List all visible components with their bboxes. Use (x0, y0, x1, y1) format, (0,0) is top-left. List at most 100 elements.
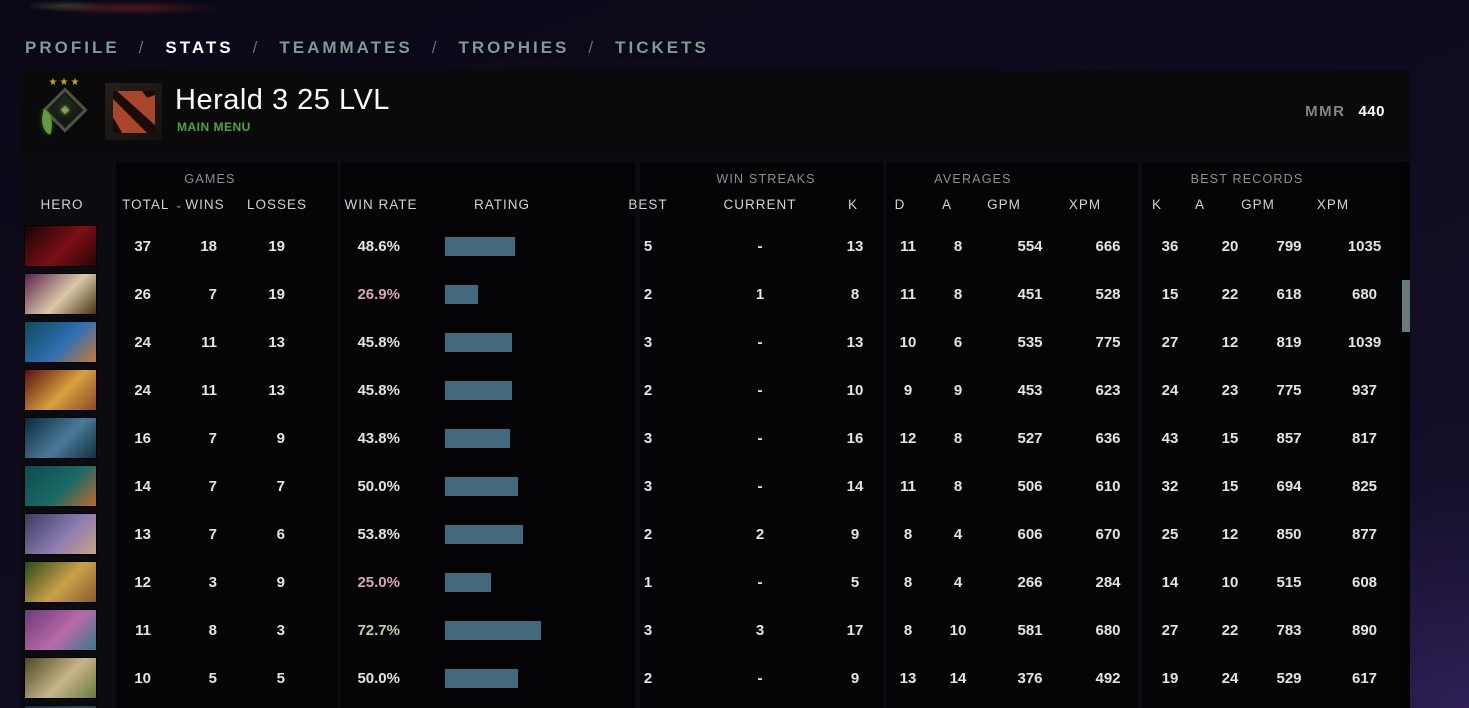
col-header-gpm[interactable]: GPM (987, 197, 1021, 212)
table-row[interactable]: 12 3 9 25.0% 1 - 5 8 4 266 284 14 10 515… (20, 558, 1410, 606)
cell-losses: 5 (276, 669, 285, 687)
col-header-record-xpm[interactable]: XPM (1316, 197, 1350, 212)
cell-avg-xpm: 636 (1095, 429, 1121, 447)
group-label-games: GAMES (184, 172, 236, 186)
col-header-losses[interactable]: LOSSES (246, 197, 308, 212)
cell-avg-gpm: 554 (1017, 237, 1043, 255)
cell-avg-deaths: 11 (900, 237, 916, 255)
col-header-record-assists[interactable]: A (1194, 197, 1206, 212)
cell-win-rate: 50.0% (357, 477, 400, 495)
cell-wins: 7 (208, 429, 217, 447)
cell-record-assists: 22 (1221, 285, 1239, 303)
cell-losses: 7 (276, 477, 285, 495)
table-row[interactable]: 26 7 19 26.9% 2 1 8 11 8 451 528 15 22 6… (20, 270, 1410, 318)
cell-record-kills: 36 (1161, 237, 1179, 255)
cell-avg-xpm: 610 (1095, 477, 1121, 495)
cell-total: 26 (134, 285, 151, 303)
cell-win-rate: 25.0% (357, 573, 400, 591)
cell-best-streak: 1 (643, 573, 653, 591)
scrollbar-track[interactable] (1402, 162, 1410, 708)
cell-avg-kills: 14 (846, 477, 864, 495)
dota2-logo-icon (112, 90, 155, 133)
cell-record-xpm: 937 (1351, 381, 1378, 399)
col-header-win-rate[interactable]: WIN RATE (344, 197, 418, 212)
cell-losses: 19 (268, 285, 285, 303)
hero-portrait (25, 706, 96, 708)
cell-record-gpm: 694 (1276, 477, 1302, 495)
cell-record-kills: 15 (1161, 285, 1179, 303)
cell-avg-deaths: 8 (903, 525, 913, 543)
col-header-deaths[interactable]: D (894, 197, 906, 212)
cell-total: 24 (134, 333, 151, 351)
cell-record-xpm: 1039 (1347, 333, 1382, 351)
scrollbar-thumb[interactable] (1402, 280, 1410, 332)
cell-current-streak: 3 (755, 621, 765, 639)
cell-record-gpm: 799 (1276, 237, 1302, 255)
cell-avg-deaths: 8 (903, 573, 913, 591)
cell-current-streak: - (757, 333, 763, 351)
cell-best-streak: 3 (643, 333, 653, 351)
hero-portrait (25, 562, 96, 602)
rank-badge-icon: ★★★ (36, 77, 92, 145)
hero-portrait (25, 274, 96, 314)
cell-record-xpm: 680 (1351, 285, 1378, 303)
cell-current-streak: - (757, 573, 763, 591)
nav-item-tickets[interactable]: TICKETS (615, 38, 709, 57)
col-header-record-kills[interactable]: K (1151, 197, 1163, 212)
table-row[interactable]: 14 7 7 50.0% 3 - 14 11 8 506 610 32 15 6… (20, 462, 1410, 510)
cell-total: 13 (134, 525, 151, 543)
cell-avg-assists: 9 (953, 381, 963, 399)
nav-item-stats[interactable]: STATS (165, 38, 234, 57)
col-header-total-label: TOTAL (122, 197, 170, 212)
cell-record-xpm: 617 (1351, 669, 1378, 687)
cell-record-xpm: 825 (1351, 477, 1378, 495)
rating-bar (445, 620, 541, 640)
cell-avg-assists: 4 (953, 525, 963, 543)
col-header-assists[interactable]: A (941, 197, 953, 212)
cell-record-kills: 19 (1161, 669, 1179, 687)
cell-best-streak: 2 (643, 525, 653, 543)
cell-avg-kills: 9 (850, 669, 860, 687)
table-row[interactable]: 24 11 13 45.8% 3 - 13 10 6 535 775 27 12… (20, 318, 1410, 366)
cell-total: 12 (134, 573, 151, 591)
profile-header-bar: ★★★ Herald 3 25 LVL MAIN MENU MMR 440 (20, 70, 1410, 152)
table-row[interactable]: 37 18 19 48.6% 5 - 13 11 8 554 666 36 20… (20, 222, 1410, 270)
col-header-best[interactable]: BEST (628, 197, 668, 212)
table-row[interactable]: 24 11 13 45.8% 2 - 10 9 9 453 623 24 23 … (20, 366, 1410, 414)
table-row[interactable]: 13 7 6 53.8% 2 2 9 8 4 606 670 25 12 850… (20, 510, 1410, 558)
nav-item-teammates[interactable]: TEAMMATES (279, 38, 413, 57)
cell-losses: 13 (268, 333, 285, 351)
cell-losses: 9 (276, 573, 285, 591)
cell-total: 37 (134, 237, 151, 255)
table-row[interactable]: 10 5 5 50.0% 2 - 9 13 14 376 492 19 24 5… (20, 654, 1410, 702)
cell-record-gpm: 857 (1276, 429, 1302, 447)
col-header-kills[interactable]: K (847, 197, 859, 212)
table-row[interactable]: 11 8 3 72.7% 3 3 17 8 10 581 680 27 22 7… (20, 606, 1410, 654)
cell-avg-assists: 8 (953, 285, 963, 303)
nav-item-trophies[interactable]: TROPHIES (458, 38, 570, 57)
nav-item-profile[interactable]: PROFILE (25, 38, 120, 57)
cell-total: 24 (134, 381, 151, 399)
col-header-total[interactable]: TOTAL ⌄ (122, 197, 184, 212)
hero-portrait (25, 514, 96, 554)
cell-avg-kills: 17 (846, 621, 864, 639)
cell-best-streak: 2 (643, 285, 653, 303)
cell-record-gpm: 515 (1276, 573, 1302, 591)
cell-record-kills: 25 (1161, 525, 1179, 543)
cell-record-kills: 43 (1161, 429, 1179, 447)
band-averages (887, 162, 1138, 708)
cell-avg-assists: 8 (953, 477, 963, 495)
col-header-rating[interactable]: RATING (474, 197, 530, 212)
table-row[interactable] (20, 702, 1410, 708)
hero-portrait (25, 658, 96, 698)
table-row[interactable]: 16 7 9 43.8% 3 - 16 12 8 527 636 43 15 8… (20, 414, 1410, 462)
cell-total: 14 (134, 477, 151, 495)
col-header-current[interactable]: CURRENT (723, 197, 797, 212)
game-mode-label: MAIN MENU (177, 120, 251, 134)
col-header-wins[interactable]: WINS (185, 197, 225, 212)
col-header-hero[interactable]: HERO (40, 197, 84, 212)
col-header-record-gpm[interactable]: GPM (1241, 197, 1275, 212)
cell-losses: 3 (276, 621, 285, 639)
cell-record-kills: 27 (1161, 621, 1179, 639)
col-header-xpm[interactable]: XPM (1068, 197, 1102, 212)
